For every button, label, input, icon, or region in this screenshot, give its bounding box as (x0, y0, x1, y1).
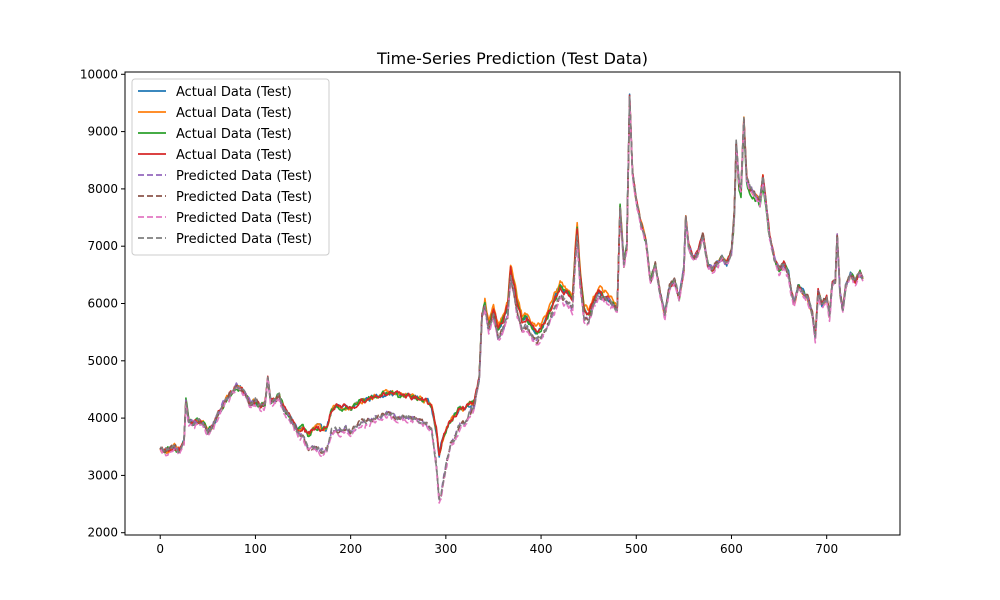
y-tick-label: 2000 (87, 526, 118, 540)
x-tick-label: 300 (434, 542, 457, 556)
y-tick-label: 8000 (87, 182, 118, 196)
x-tick-label: 700 (815, 542, 838, 556)
legend-label: Actual Data (Test) (176, 85, 292, 100)
x-tick-label: 0 (156, 542, 164, 556)
x-tick-label: 100 (244, 542, 267, 556)
legend: Actual Data (Test) Actual Data (Test) Actu… (131, 78, 330, 256)
x-tick-label: 500 (625, 542, 648, 556)
y-tick-label: 10000 (80, 67, 118, 81)
y-tick-label: 5000 (87, 354, 118, 368)
y-tick-label: 6000 (87, 297, 118, 311)
y-tick-label: 3000 (87, 468, 118, 482)
legend-label: Predicted Data (Test) (176, 169, 312, 184)
chart-title: Time-Series Prediction (Test Data) (376, 49, 648, 68)
x-tick-label: 600 (720, 542, 743, 556)
x-tick-label: 400 (530, 542, 553, 556)
y-tick-label: 7000 (87, 239, 118, 253)
legend-label: Actual Data (Test) (176, 148, 292, 163)
legend-label: Predicted Data (Test) (176, 190, 312, 205)
y-axis: 2000 3000 4000 5000 6000 7000 8000 9000 10000 (80, 67, 125, 540)
y-tick-label: 9000 (87, 125, 118, 139)
legend-label: Predicted Data (Test) (176, 232, 312, 247)
y-tick-label: 4000 (87, 411, 118, 425)
x-tick-label: 200 (339, 542, 362, 556)
legend-label: Predicted Data (Test) (176, 211, 312, 226)
series-layer (159, 93, 864, 504)
legend-box (131, 78, 330, 256)
x-axis: 0 100 200 300 400 500 600 700 (156, 535, 838, 556)
legend-label: Actual Data (Test) (176, 106, 292, 121)
legend-label: Actual Data (Test) (176, 127, 292, 142)
series-line-8 (160, 95, 863, 501)
